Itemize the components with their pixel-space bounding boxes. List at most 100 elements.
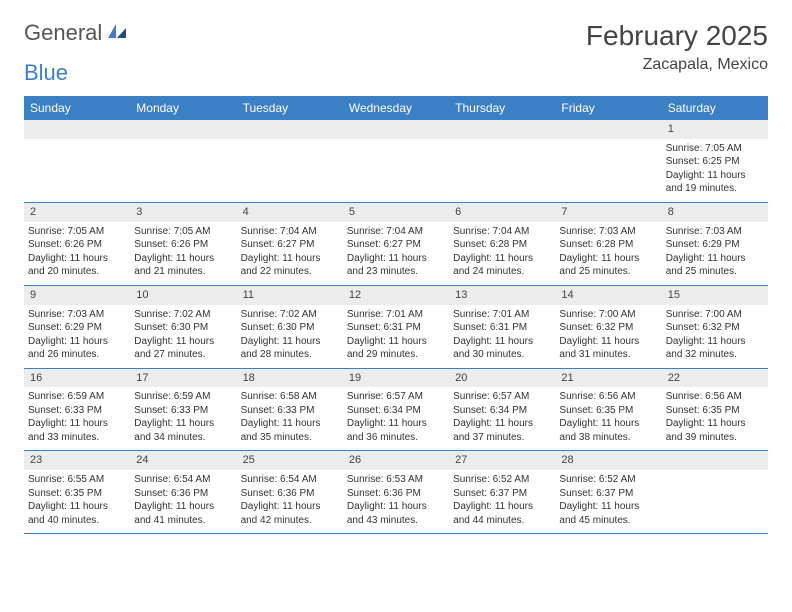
day-detail-line: Daylight: 11 hours: [241, 335, 339, 349]
day-cell: 1Sunrise: 7:05 AMSunset: 6:25 PMDaylight…: [662, 120, 768, 202]
day-details: Sunrise: 6:56 AMSunset: 6:35 PMDaylight:…: [666, 390, 764, 444]
day-cell: [555, 120, 661, 202]
day-detail-line: Sunrise: 7:03 AM: [666, 225, 764, 239]
day-number: 16: [24, 369, 130, 388]
day-detail-line: Sunrise: 7:05 AM: [666, 142, 764, 156]
day-detail-line: and 27 minutes.: [134, 348, 232, 362]
day-cell: 13 Sunrise: 7:01 AMSunset: 6:31 PMDayligh…: [449, 286, 555, 368]
day-details: Sunrise: 7:01 AMSunset: 6:31 PMDaylight:…: [347, 308, 445, 362]
day-detail-line: and 29 minutes.: [347, 348, 445, 362]
day-number: 6: [449, 203, 555, 222]
day-number: 22: [662, 369, 768, 388]
day-detail-line: Sunrise: 6:53 AM: [347, 473, 445, 487]
day-detail-line: Daylight: 11 hours: [666, 169, 764, 183]
day-cell: 24Sunrise: 6:54 AMSunset: 6:36 PMDayligh…: [130, 451, 236, 533]
day-details: Sunrise: 7:01 AMSunset: 6:31 PMDaylight:…: [453, 308, 551, 362]
brand-word-2: Blue: [24, 60, 68, 86]
day-number: [662, 451, 768, 470]
day-number: 2: [24, 203, 130, 222]
day-detail-line: Sunrise: 7:05 AM: [28, 225, 126, 239]
day-detail-line: Sunset: 6:35 PM: [28, 487, 126, 501]
day-cell: 14Sunrise: 7:00 AMSunset: 6:32 PMDayligh…: [555, 286, 661, 368]
day-number: 8: [662, 203, 768, 222]
day-details: Sunrise: 7:00 AMSunset: 6:32 PMDaylight:…: [559, 308, 657, 362]
day-detail-line: and 22 minutes.: [241, 265, 339, 279]
day-detail-line: Sunset: 6:34 PM: [347, 404, 445, 418]
day-details: Sunrise: 7:03 AMSunset: 6:29 PMDaylight:…: [666, 225, 764, 279]
day-detail-line: Daylight: 11 hours: [28, 417, 126, 431]
day-number: 15: [662, 286, 768, 305]
day-detail-line: and 30 minutes.: [453, 348, 551, 362]
day-detail-line: Daylight: 11 hours: [559, 500, 657, 514]
calendar-page: General February 2025 Zacapala, Mexico B…: [0, 0, 792, 554]
day-cell: 15Sunrise: 7:00 AMSunset: 6:32 PMDayligh…: [662, 286, 768, 368]
weekday-wed: Wednesday: [343, 96, 449, 120]
day-details: Sunrise: 7:05 AMSunset: 6:26 PMDaylight:…: [134, 225, 232, 279]
day-detail-line: Sunset: 6:37 PM: [559, 487, 657, 501]
day-detail-line: Daylight: 11 hours: [453, 500, 551, 514]
day-detail-line: Sunrise: 7:01 AM: [453, 308, 551, 322]
day-detail-line: Daylight: 11 hours: [347, 500, 445, 514]
day-cell: 10Sunrise: 7:02 AMSunset: 6:30 PMDayligh…: [130, 286, 236, 368]
day-detail-line: Sunset: 6:36 PM: [347, 487, 445, 501]
day-number: 27: [449, 451, 555, 470]
day-detail-line: Sunrise: 6:52 AM: [559, 473, 657, 487]
day-detail-line: Sunrise: 6:54 AM: [134, 473, 232, 487]
day-details: Sunrise: 6:56 AMSunset: 6:35 PMDaylight:…: [559, 390, 657, 444]
day-number: 17: [130, 369, 236, 388]
day-detail-line: Sunset: 6:36 PM: [134, 487, 232, 501]
day-details: Sunrise: 6:57 AMSunset: 6:34 PMDaylight:…: [453, 390, 551, 444]
day-number: 13: [449, 286, 555, 305]
day-detail-line: Sunset: 6:37 PM: [453, 487, 551, 501]
day-detail-line: Daylight: 11 hours: [453, 417, 551, 431]
day-detail-line: Sunset: 6:25 PM: [666, 155, 764, 169]
day-number: 19: [343, 369, 449, 388]
day-detail-line: and 44 minutes.: [453, 514, 551, 528]
day-number: 18: [237, 369, 343, 388]
day-detail-line: Sunrise: 6:57 AM: [347, 390, 445, 404]
day-detail-line: and 28 minutes.: [241, 348, 339, 362]
day-detail-line: Sunset: 6:29 PM: [28, 321, 126, 335]
weekday-thu: Thursday: [449, 96, 555, 120]
day-number: 20: [449, 369, 555, 388]
day-number: 3: [130, 203, 236, 222]
day-details: Sunrise: 7:02 AMSunset: 6:30 PMDaylight:…: [241, 308, 339, 362]
day-cell: 8 Sunrise: 7:03 AMSunset: 6:29 PMDaylight…: [662, 203, 768, 285]
week-row: 2Sunrise: 7:05 AMSunset: 6:26 PMDaylight…: [24, 203, 768, 286]
day-detail-line: Daylight: 11 hours: [666, 252, 764, 266]
day-detail-line: Sunrise: 6:58 AM: [241, 390, 339, 404]
day-number: 28: [555, 451, 661, 470]
day-details: Sunrise: 6:53 AMSunset: 6:36 PMDaylight:…: [347, 473, 445, 527]
day-number: 23: [24, 451, 130, 470]
day-cell: 18Sunrise: 6:58 AMSunset: 6:33 PMDayligh…: [237, 369, 343, 451]
day-number: 12: [343, 286, 449, 305]
day-cell: 7Sunrise: 7:03 AMSunset: 6:28 PMDaylight…: [555, 203, 661, 285]
day-cell: 28 Sunrise: 6:52 AMSunset: 6:37 PMDayligh…: [555, 451, 661, 533]
day-detail-line: Sunrise: 6:59 AM: [134, 390, 232, 404]
day-detail-line: Sunrise: 7:03 AM: [559, 225, 657, 239]
day-cell: 22 Sunrise: 6:56 AMSunset: 6:35 PMDayligh…: [662, 369, 768, 451]
day-number: [24, 120, 130, 139]
day-cell: [237, 120, 343, 202]
day-detail-line: Sunrise: 6:56 AM: [559, 390, 657, 404]
day-cell: 20 Sunrise: 6:57 AMSunset: 6:34 PMDayligh…: [449, 369, 555, 451]
day-number: 26: [343, 451, 449, 470]
day-number: 25: [237, 451, 343, 470]
day-details: Sunrise: 7:04 AMSunset: 6:28 PMDaylight:…: [453, 225, 551, 279]
day-detail-line: Sunset: 6:30 PM: [134, 321, 232, 335]
day-detail-line: Sunset: 6:28 PM: [559, 238, 657, 252]
day-detail-line: Daylight: 11 hours: [453, 335, 551, 349]
day-cell: 16Sunrise: 6:59 AMSunset: 6:33 PMDayligh…: [24, 369, 130, 451]
day-detail-line: and 33 minutes.: [28, 431, 126, 445]
day-detail-line: Sunrise: 6:52 AM: [453, 473, 551, 487]
day-cell: [449, 120, 555, 202]
day-detail-line: Daylight: 11 hours: [134, 335, 232, 349]
day-number: 4: [237, 203, 343, 222]
day-number: 24: [130, 451, 236, 470]
day-detail-line: Sunrise: 7:01 AM: [347, 308, 445, 322]
weekday-sat: Saturday: [662, 96, 768, 120]
day-cell: 17Sunrise: 6:59 AMSunset: 6:33 PMDayligh…: [130, 369, 236, 451]
day-cell: [662, 451, 768, 533]
day-detail-line: Sunset: 6:31 PM: [347, 321, 445, 335]
day-cell: [343, 120, 449, 202]
